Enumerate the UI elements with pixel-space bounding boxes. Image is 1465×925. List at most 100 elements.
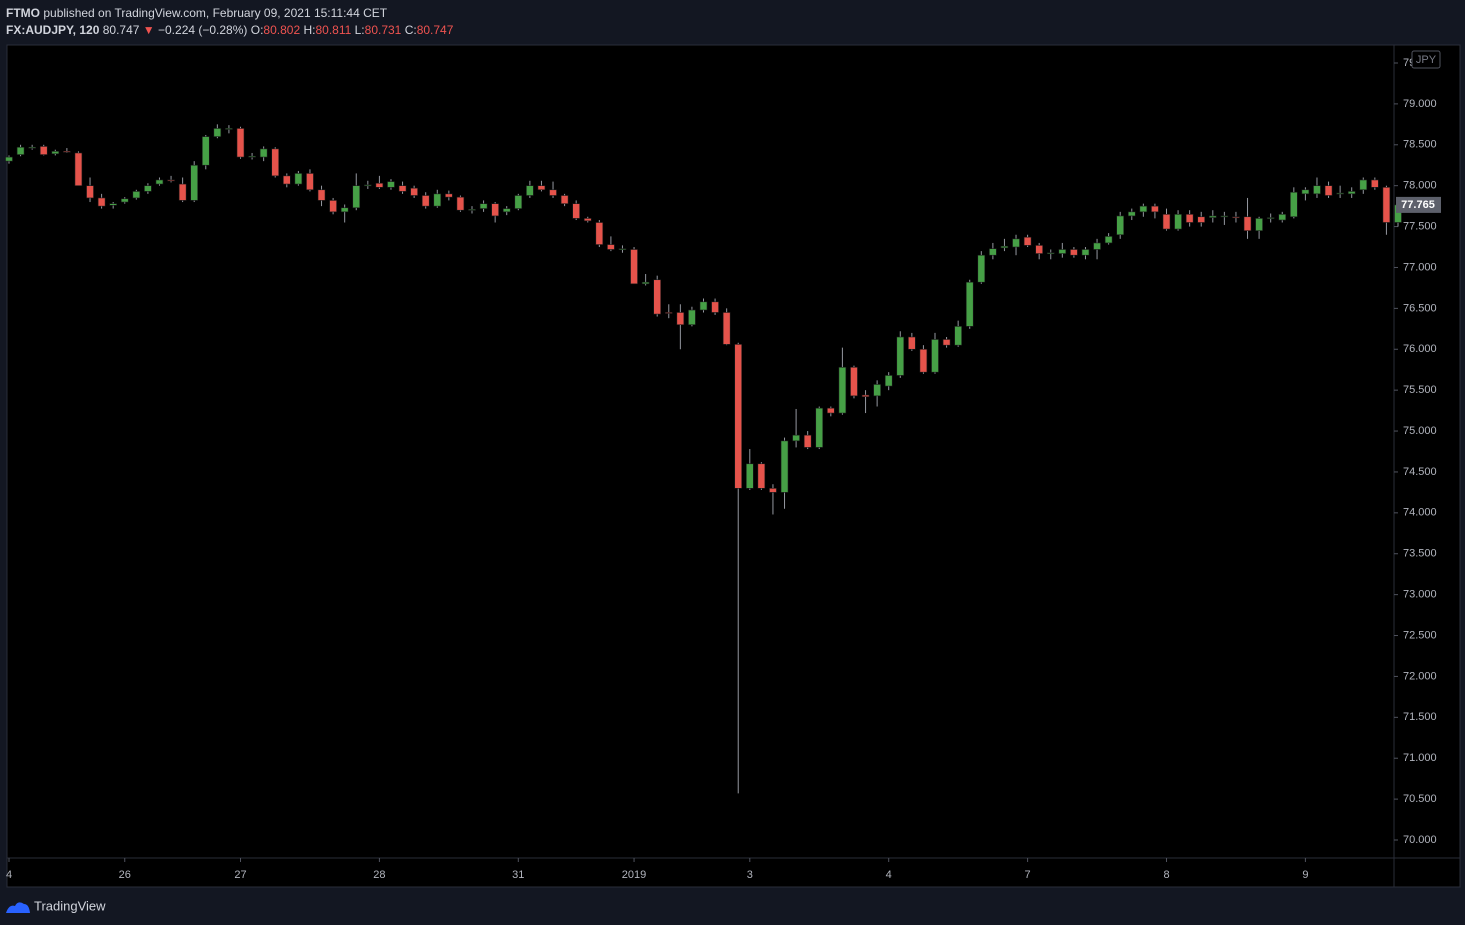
candle-body (155, 179, 164, 185)
candle-body (1023, 236, 1032, 246)
candle-body (1185, 214, 1194, 223)
candle-body (676, 312, 685, 326)
candle-body (780, 440, 789, 493)
candle-body (792, 434, 800, 442)
candle-body (352, 185, 361, 209)
candle-body (16, 146, 25, 155)
y-tick-label: 71.000 (1403, 752, 1437, 764)
y-tick-label: 78.500 (1403, 139, 1437, 151)
candle-body (63, 151, 71, 153)
close-label: C: (404, 23, 417, 37)
last-price-badge (1396, 196, 1441, 213)
candle-body (178, 183, 187, 201)
candle-body (375, 182, 384, 188)
candle-body (908, 336, 916, 350)
candle-body (387, 181, 395, 188)
candle-body (931, 339, 939, 373)
candle-body (861, 394, 870, 398)
candle-body (1046, 252, 1055, 255)
candle-body (144, 185, 152, 192)
x-tick-label: 26 (119, 869, 131, 881)
candle-body (896, 336, 905, 376)
candle-body (51, 151, 60, 155)
candle-body (282, 175, 291, 185)
candle-body (873, 384, 881, 397)
symbol[interactable]: FX:AUDJPY, 120 (6, 23, 100, 37)
header: FTMO published on TradingView.com, Febru… (6, 5, 453, 39)
candle-body (479, 203, 488, 209)
candle-body (97, 197, 106, 207)
chart-pane (6, 44, 1461, 888)
x-tick-label: 4 (886, 869, 892, 881)
candle-body (1197, 216, 1206, 223)
candle-body (1162, 214, 1171, 230)
candle-body (421, 195, 430, 207)
candle-body (1266, 217, 1275, 219)
last: 80.747 (102, 23, 140, 37)
candle-body (306, 173, 314, 191)
candle-body (1035, 245, 1043, 254)
y-tick-label: 78.000 (1403, 180, 1437, 192)
x-tick-label: 2019 (622, 869, 646, 881)
candle-body (1382, 187, 1391, 223)
change: −0.224 (−0.28%) (158, 23, 248, 37)
candle-body (688, 309, 696, 326)
symbol-line: FX:AUDJPY, 120 80.747 ▼ −0.224 (−0.28%) … (6, 22, 453, 39)
candle-body (1255, 218, 1263, 231)
candle-body (5, 156, 13, 162)
candle-body (583, 218, 592, 222)
candle-body (1093, 242, 1101, 250)
y-tick-label: 79.000 (1403, 98, 1437, 110)
candle-body (248, 155, 256, 158)
candle-body (1127, 211, 1136, 217)
candle-body (803, 434, 812, 448)
candle-body (699, 301, 708, 311)
open-label: O: (250, 23, 264, 37)
y-tick-label: 75.000 (1403, 425, 1437, 437)
x-tick-label: 27 (234, 869, 246, 881)
candle-body (572, 203, 580, 219)
candle-body (456, 196, 465, 211)
candle-body (1347, 191, 1356, 195)
candle-body (989, 248, 997, 256)
candle-body (850, 366, 858, 397)
candle-body (410, 187, 418, 196)
logo-icon (6, 902, 30, 913)
currency-badge[interactable] (1411, 50, 1441, 69)
candle-body (317, 189, 326, 201)
candle-body (1220, 215, 1229, 218)
candle-body (1243, 216, 1252, 231)
candle-body (201, 136, 210, 166)
candle-body (1290, 191, 1298, 218)
candle-body (1324, 185, 1333, 196)
x-tick-label: 7 (1025, 869, 1031, 881)
open: 80.802 (263, 23, 301, 37)
y-tick-label: 77.000 (1403, 261, 1437, 273)
candle-body (259, 148, 268, 158)
arrow: ▼ (142, 23, 155, 37)
y-tick-label: 76.000 (1403, 343, 1437, 355)
candle-body (1174, 214, 1182, 230)
candle-body (39, 146, 48, 155)
candle-body (884, 375, 893, 387)
y-tick-label: 74.000 (1403, 507, 1437, 519)
candle-body (1359, 179, 1368, 191)
high: 80.811 (315, 23, 352, 37)
publisher: FTMO (6, 6, 40, 20)
candle-body (329, 200, 337, 213)
candle-body (271, 148, 280, 177)
candle-body (1371, 179, 1379, 188)
y-tick-label: 73.500 (1403, 548, 1437, 560)
candle-body (514, 195, 523, 209)
close: 80.747 (416, 23, 454, 37)
candle-body (340, 207, 349, 213)
brand[interactable]: TradingView (34, 898, 106, 913)
candle-body (167, 179, 175, 182)
candle-body (745, 463, 754, 489)
currency: JPY (1416, 54, 1437, 66)
candle-body (734, 344, 743, 489)
y-tick-label: 77.500 (1403, 220, 1437, 232)
y-tick-label: 76.500 (1403, 302, 1437, 314)
x-tick-label: 8 (1163, 869, 1169, 881)
